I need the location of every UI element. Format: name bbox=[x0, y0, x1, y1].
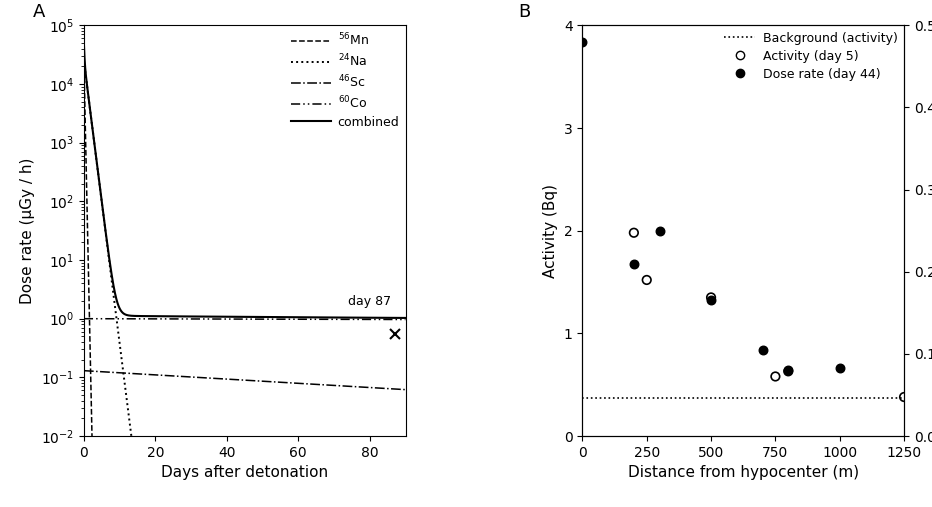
Point bbox=[755, 346, 770, 354]
X-axis label: Distance from hypocenter (m): Distance from hypocenter (m) bbox=[627, 465, 858, 480]
Y-axis label: Activity (Bq): Activity (Bq) bbox=[543, 184, 558, 278]
Point bbox=[704, 297, 719, 305]
Point bbox=[781, 366, 796, 374]
Point bbox=[781, 367, 796, 375]
Point bbox=[832, 364, 847, 372]
Point bbox=[639, 276, 654, 284]
Point bbox=[652, 227, 667, 235]
Text: A: A bbox=[33, 3, 45, 21]
Text: B: B bbox=[518, 3, 530, 21]
Point bbox=[626, 260, 641, 268]
Y-axis label: Dose rate (μGy / h): Dose rate (μGy / h) bbox=[21, 158, 35, 304]
Legend: Background (activity), Activity (day 5), Dose rate (day 44): Background (activity), Activity (day 5),… bbox=[724, 31, 898, 81]
Point bbox=[768, 373, 783, 381]
Point bbox=[897, 393, 911, 401]
Point bbox=[575, 38, 590, 46]
X-axis label: Days after detonation: Days after detonation bbox=[161, 465, 328, 480]
Point bbox=[704, 294, 719, 302]
Point bbox=[626, 229, 641, 237]
Legend: $^{56}$Mn, $^{24}$Na, $^{46}$Sc, $^{60}$Co, combined: $^{56}$Mn, $^{24}$Na, $^{46}$Sc, $^{60}$… bbox=[292, 31, 399, 128]
Text: day 87: day 87 bbox=[349, 296, 391, 308]
